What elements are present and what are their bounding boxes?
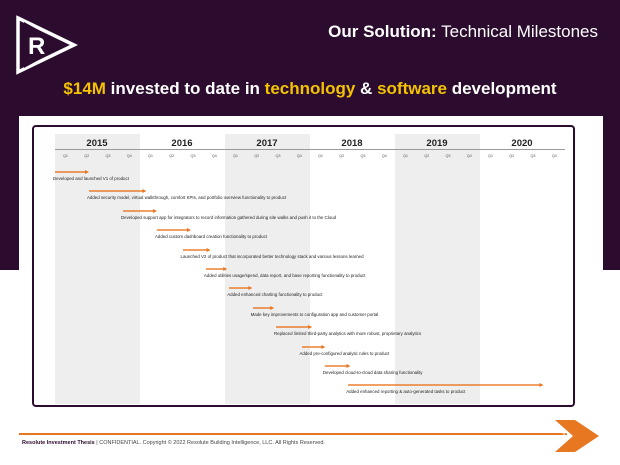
- milestone-arrow: [301, 344, 325, 349]
- quarter-label: Q1: [402, 154, 409, 158]
- milestone-arrow: [205, 267, 228, 271]
- quarter-label: Q3: [275, 154, 281, 158]
- milestone-label: Added enhanced reporting & auto-generate…: [346, 389, 466, 395]
- year-column-shade: [55, 134, 140, 404]
- year-label: 2015: [86, 138, 108, 149]
- logo-letter: R: [28, 33, 45, 60]
- milestone-label: Replaced limited third-party analytics w…: [274, 331, 422, 337]
- milestone-arrow: [229, 286, 253, 291]
- page-number: 13: [562, 432, 570, 439]
- milestone-arrow: [157, 228, 191, 233]
- milestone-arrow: [252, 305, 274, 310]
- footer-text: Resolute Investment Thesis | CONFIDENTIA…: [22, 440, 325, 446]
- quarter-label: Q1: [317, 154, 324, 158]
- headline-part: &: [355, 79, 378, 98]
- quarter-label: Q2: [339, 154, 345, 158]
- year-column-shade: [395, 134, 480, 404]
- year-label: 2020: [511, 138, 533, 149]
- year-label: 2017: [256, 138, 278, 149]
- milestone-label: Added utilities usage/spend, data report…: [203, 273, 366, 278]
- quarter-label: Q4: [211, 154, 217, 158]
- page-title-bold: Our Solution:: [328, 22, 437, 41]
- milestone-arrow: [182, 247, 211, 252]
- quarter-label: Q4: [466, 154, 472, 158]
- quarter-label: Q4: [381, 154, 387, 158]
- footer-divider: [19, 433, 567, 435]
- quarter-label: Q4: [551, 154, 557, 158]
- page-title: Our Solution: Technical Milestones: [328, 22, 598, 42]
- quarter-label: Q1: [62, 154, 69, 158]
- quarter-label: Q3: [190, 154, 196, 158]
- milestone-arrow: [276, 325, 313, 330]
- headline-part: $14M: [63, 79, 106, 98]
- quarter-label: Q2: [84, 154, 90, 158]
- milestone-label: Developed and launched V1 of product: [53, 176, 129, 181]
- quarter-label: Q2: [509, 154, 515, 158]
- milestone-arrow: [55, 170, 89, 174]
- year-label: 2018: [341, 138, 363, 149]
- footer-copyright: | CONFIDENTIAL. Copyright © 2022 Resolut…: [94, 440, 325, 446]
- milestone-timeline: 2015 Q1 Q2 Q3 Q4 2016 Q1 Q2 Q3 Q4 2017 Q1 Q2 Q3 Q4 2018…: [32, 125, 575, 407]
- resolute-r-logo-icon: R: [16, 15, 78, 75]
- quarter-label: Q1: [232, 154, 239, 158]
- milestone-label: Developed cloud-to-cloud data sharing fu…: [322, 370, 423, 375]
- year-label: 2019: [426, 138, 448, 149]
- milestone-label: Added custom dashboard creation function…: [155, 234, 268, 240]
- year-label: 2016: [171, 138, 193, 149]
- quarter-label: Q4: [126, 154, 132, 158]
- milestone-arrow: [123, 208, 157, 213]
- headline-part: invested to date in: [105, 79, 265, 98]
- milestone-arrow: [324, 364, 351, 368]
- quarter-label: Q2: [424, 154, 430, 158]
- milestone-arrow: [348, 383, 544, 388]
- headline-part: technology: [264, 79, 356, 98]
- quarter-label: Q4: [296, 154, 302, 158]
- milestone-label: Added enhanced charting functionality to…: [227, 292, 323, 298]
- quarter-label: Q1: [147, 154, 154, 158]
- quarter-label: Q3: [530, 154, 536, 158]
- milestone-label: Developed support app for integrators to…: [121, 214, 337, 220]
- headline-part: development: [446, 79, 557, 98]
- milestone-label: Made key improvements to configuration a…: [250, 311, 379, 317]
- milestone-arrow: [89, 189, 147, 194]
- quarter-label: Q1: [487, 154, 494, 158]
- milestone-label: Added pre-configured analytic rules to p…: [299, 350, 390, 356]
- quarter-label: Q3: [360, 154, 366, 158]
- milestone-label: Launched V2 of product that incorporated…: [180, 253, 364, 259]
- quarter-label: Q2: [254, 154, 260, 158]
- milestone-label: Added security model, virtual walkthroug…: [87, 195, 287, 201]
- timeline-axis: [55, 149, 565, 150]
- headline: $14M invested to date in technology & so…: [0, 79, 620, 99]
- quarter-label: Q2: [169, 154, 175, 158]
- page-number-chevron-icon: [555, 420, 599, 452]
- year-column-shade: [225, 134, 310, 404]
- quarter-label: Q3: [445, 154, 451, 158]
- footer-doc-title: Resolute Investment Thesis: [22, 440, 95, 446]
- quarter-label: Q3: [105, 154, 111, 158]
- page-title-rest: Technical Milestones: [441, 22, 598, 41]
- headline-part: software: [377, 79, 447, 98]
